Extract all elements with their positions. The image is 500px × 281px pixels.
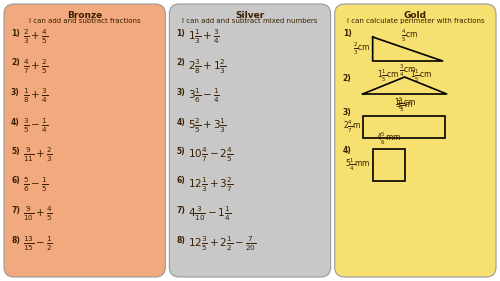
Text: $12\frac{3}{5}+2\frac{1}{2}-\frac{7}{20}$: $12\frac{3}{5}+2\frac{1}{2}-\frac{7}{20}… [188, 235, 256, 253]
Text: $\frac{9}{10}+\frac{4}{5}$: $\frac{9}{10}+\frac{4}{5}$ [23, 205, 53, 223]
Text: 4): 4) [342, 146, 351, 155]
Text: $5\frac{2}{5}+3\frac{1}{3}$: $5\frac{2}{5}+3\frac{1}{3}$ [188, 117, 227, 135]
Text: $1\frac{1}{3}+\frac{3}{4}$: $1\frac{1}{3}+\frac{3}{4}$ [188, 28, 220, 46]
FancyBboxPatch shape [334, 4, 496, 277]
Text: I can calculate perimeter with fractions: I can calculate perimeter with fractions [346, 18, 484, 24]
Text: 7): 7) [11, 206, 20, 215]
Text: $10\frac{4}{7}-2\frac{4}{5}$: $10\frac{4}{7}-2\frac{4}{5}$ [188, 146, 234, 164]
Text: 2): 2) [11, 58, 20, 67]
Text: 8): 8) [176, 235, 185, 244]
Text: 4): 4) [176, 117, 185, 126]
Text: 8): 8) [11, 235, 20, 244]
Text: Silver: Silver [236, 11, 264, 20]
Text: $\frac{9}{11}+\frac{2}{3}$: $\frac{9}{11}+\frac{2}{3}$ [23, 146, 53, 164]
Text: $3\frac{1}{6}-\frac{1}{4}$: $3\frac{1}{6}-\frac{1}{4}$ [188, 87, 220, 105]
Text: $\frac{4}{7}+\frac{2}{5}$: $\frac{4}{7}+\frac{2}{5}$ [23, 58, 48, 76]
Text: 1): 1) [176, 29, 185, 38]
Text: 7): 7) [176, 206, 185, 215]
Text: 1): 1) [11, 29, 20, 38]
Text: $2\frac{4}{7}$m: $2\frac{4}{7}$m [342, 119, 360, 135]
Text: 6): 6) [11, 176, 20, 185]
Text: $\frac{4}{5}$cm: $\frac{4}{5}$cm [401, 28, 418, 44]
Text: I can add and subtract mixed numbers: I can add and subtract mixed numbers [182, 18, 318, 24]
Text: $4\frac{3}{10}-1\frac{1}{4}$: $4\frac{3}{10}-1\frac{1}{4}$ [188, 205, 232, 223]
Text: $4\frac{5}{6}$mm: $4\frac{5}{6}$mm [376, 131, 402, 147]
Text: $1\frac{1}{5}$cm: $1\frac{1}{5}$cm [410, 67, 432, 83]
Text: $3\frac{1}{3}$m: $3\frac{1}{3}$m [394, 98, 412, 114]
Text: 5): 5) [11, 147, 20, 156]
Text: Bronze: Bronze [67, 11, 102, 20]
Text: 2): 2) [342, 74, 351, 83]
Text: $\frac{2}{3}+\frac{4}{5}$: $\frac{2}{3}+\frac{4}{5}$ [23, 28, 48, 46]
Text: $12\frac{1}{3}+3\frac{2}{7}$: $12\frac{1}{3}+3\frac{2}{7}$ [188, 176, 234, 194]
Text: 5): 5) [176, 147, 185, 156]
Text: $1\frac{5}{6}$cm: $1\frac{5}{6}$cm [394, 96, 416, 112]
Text: 1): 1) [342, 29, 351, 38]
Text: $\frac{13}{15}-\frac{1}{2}$: $\frac{13}{15}-\frac{1}{2}$ [23, 235, 53, 253]
Text: 2): 2) [176, 58, 185, 67]
FancyBboxPatch shape [170, 4, 330, 277]
Bar [372, 149, 404, 181]
Text: Gold: Gold [404, 11, 427, 20]
Text: I can add and subtract fractions: I can add and subtract fractions [29, 18, 140, 24]
Text: $\frac{3}{4}$cm: $\frac{3}{4}$cm [399, 63, 416, 79]
Text: $1\frac{1}{5}$cm: $1\frac{1}{5}$cm [378, 67, 400, 83]
Text: 6): 6) [176, 176, 185, 185]
Text: $5\frac{1}{4}$mm: $5\frac{1}{4}$mm [346, 157, 370, 173]
FancyBboxPatch shape [4, 4, 166, 277]
Text: $2\frac{3}{8}+1\frac{2}{3}$: $2\frac{3}{8}+1\frac{2}{3}$ [188, 58, 227, 76]
Text: $\frac{5}{6}-\frac{1}{5}$: $\frac{5}{6}-\frac{1}{5}$ [23, 176, 48, 194]
Text: $\frac{1}{8}+\frac{3}{4}$: $\frac{1}{8}+\frac{3}{4}$ [23, 87, 48, 105]
Text: 3): 3) [342, 108, 351, 117]
Text: $\frac{2}{3}$cm: $\frac{2}{3}$cm [354, 41, 370, 57]
Text: $\frac{3}{5}-\frac{1}{4}$: $\frac{3}{5}-\frac{1}{4}$ [23, 117, 48, 135]
Text: 3): 3) [176, 88, 185, 97]
Bar [362, 116, 444, 138]
Text: 3): 3) [11, 88, 20, 97]
Text: 4): 4) [11, 117, 20, 126]
